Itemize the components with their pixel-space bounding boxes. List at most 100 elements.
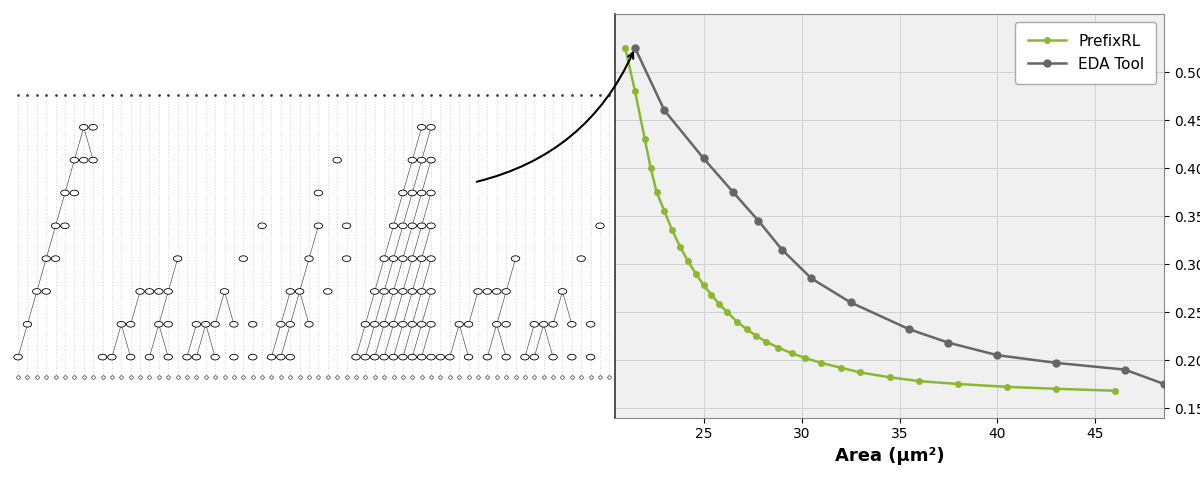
Circle shape [474, 288, 482, 294]
PrefixRL [1108, 388, 1122, 394]
Circle shape [408, 223, 416, 228]
Circle shape [492, 288, 500, 294]
Circle shape [380, 288, 389, 294]
Circle shape [295, 288, 304, 294]
Circle shape [418, 124, 426, 130]
PrefixRL [814, 360, 828, 366]
Circle shape [229, 322, 238, 327]
Circle shape [61, 190, 70, 196]
PrefixRL [712, 301, 726, 307]
Circle shape [52, 223, 60, 228]
Circle shape [427, 322, 436, 327]
Circle shape [492, 322, 500, 327]
PrefixRL [882, 374, 896, 380]
Circle shape [380, 256, 389, 262]
Circle shape [79, 124, 88, 130]
Circle shape [61, 223, 70, 228]
PrefixRL [749, 333, 763, 339]
EDA Tool [775, 247, 790, 252]
Circle shape [540, 322, 548, 327]
Circle shape [342, 223, 350, 228]
PrefixRL [704, 292, 719, 298]
Circle shape [52, 256, 60, 262]
PrefixRL [912, 378, 926, 384]
Circle shape [389, 256, 397, 262]
PrefixRL [637, 136, 652, 142]
Circle shape [455, 322, 463, 327]
PrefixRL [785, 350, 799, 356]
PrefixRL [696, 282, 710, 288]
Circle shape [389, 288, 397, 294]
Circle shape [587, 322, 595, 327]
Circle shape [182, 354, 191, 360]
Circle shape [398, 322, 407, 327]
Circle shape [427, 190, 436, 196]
PrefixRL [1000, 384, 1014, 390]
Circle shape [408, 354, 416, 360]
Circle shape [164, 288, 173, 294]
PrefixRL [1049, 386, 1063, 392]
Circle shape [595, 223, 605, 228]
Circle shape [389, 223, 397, 228]
Circle shape [568, 322, 576, 327]
PrefixRL [673, 244, 688, 250]
Circle shape [577, 256, 586, 262]
Circle shape [418, 223, 426, 228]
Line: EDA Tool: EDA Tool [631, 45, 1168, 387]
Circle shape [286, 288, 294, 294]
Circle shape [164, 354, 173, 360]
Circle shape [89, 157, 97, 163]
Circle shape [173, 256, 182, 262]
PrefixRL [720, 309, 734, 315]
Circle shape [305, 322, 313, 327]
Circle shape [408, 157, 416, 163]
PrefixRL [658, 208, 672, 214]
Circle shape [23, 322, 31, 327]
Circle shape [286, 322, 294, 327]
EDA Tool [844, 300, 858, 305]
Circle shape [361, 354, 370, 360]
PrefixRL [730, 319, 744, 324]
Circle shape [398, 354, 407, 360]
Circle shape [42, 288, 50, 294]
EDA Tool [1049, 360, 1063, 366]
Circle shape [418, 322, 426, 327]
Circle shape [192, 354, 200, 360]
Circle shape [502, 354, 510, 360]
Circle shape [427, 256, 436, 262]
Circle shape [342, 256, 350, 262]
Circle shape [484, 288, 492, 294]
PrefixRL [649, 189, 664, 195]
Circle shape [277, 322, 286, 327]
Circle shape [408, 190, 416, 196]
Circle shape [511, 256, 520, 262]
Circle shape [398, 256, 407, 262]
Circle shape [380, 354, 389, 360]
Circle shape [427, 124, 436, 130]
Circle shape [14, 354, 23, 360]
PrefixRL [628, 88, 642, 94]
Circle shape [437, 354, 445, 360]
PrefixRL [739, 326, 754, 332]
Circle shape [371, 354, 379, 360]
Circle shape [427, 157, 436, 163]
Circle shape [248, 322, 257, 327]
Circle shape [445, 354, 454, 360]
Circle shape [352, 354, 360, 360]
EDA Tool [804, 276, 818, 281]
Circle shape [380, 322, 389, 327]
EDA Tool [902, 326, 917, 332]
Circle shape [398, 288, 407, 294]
Circle shape [418, 288, 426, 294]
Circle shape [145, 288, 154, 294]
PrefixRL [834, 365, 848, 371]
Circle shape [408, 322, 416, 327]
PrefixRL [770, 345, 785, 350]
Circle shape [418, 157, 426, 163]
Circle shape [558, 288, 566, 294]
Circle shape [324, 288, 332, 294]
Circle shape [42, 256, 50, 262]
Circle shape [530, 354, 539, 360]
Circle shape [418, 190, 426, 196]
Line: PrefixRL: PrefixRL [623, 45, 1117, 394]
